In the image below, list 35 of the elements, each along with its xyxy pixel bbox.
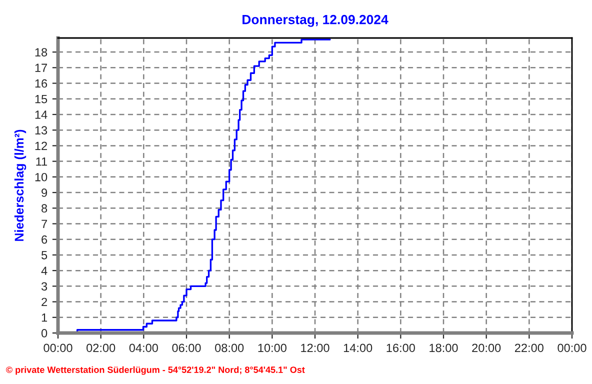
x-tick-label: 20:00: [472, 344, 501, 352]
x-tick-label: 00:00: [44, 344, 72, 352]
y-tick-label: 16: [35, 79, 48, 88]
x-tick-label: 10:00: [258, 344, 286, 352]
x-tick-label: 14:00: [344, 344, 372, 352]
y-tick-label: 4: [41, 266, 48, 275]
y-tick-label: 11: [36, 157, 48, 166]
y-tick-label: 1: [42, 314, 48, 322]
y-tick-label: 13: [35, 126, 48, 134]
y-tick-label: 8: [42, 204, 48, 213]
y-tick-label: 2: [42, 298, 47, 306]
y-tick-label: 9: [42, 188, 48, 197]
y-tick-label: 6: [42, 235, 48, 244]
y-tick-label: 17: [35, 64, 47, 72]
y-tick-label: 15: [35, 95, 48, 104]
text: © private Wetterstation Süderlügum - 54°52'19.2" Nord; 8°54'45.1" Ost: [6, 366, 305, 375]
y-tick-label: 7: [42, 220, 47, 228]
y-tick-label: 3: [41, 282, 48, 291]
x-tick-label: 02:00: [86, 344, 116, 352]
x-tick-label: 06:00: [172, 344, 201, 352]
y-tick-label: 18: [35, 48, 48, 56]
x-tick-label: 18:00: [430, 344, 458, 352]
x-tick-label: 22:00: [514, 344, 544, 352]
y-tick-label: 10: [35, 172, 48, 182]
x-tick-label: 00:00: [558, 344, 586, 352]
y-tick-label: 5: [41, 251, 48, 260]
y-tick-label: 12: [35, 142, 47, 150]
x-tick-label: 12:00: [301, 344, 330, 352]
y-tick-label: 0: [41, 329, 48, 338]
y-axis-title: Niederschlag (l/m²): [14, 130, 26, 241]
chart-title: Donnerstag, 12.09.2024: [242, 14, 388, 27]
x-tick-label: 08:00: [215, 344, 244, 352]
x-tick-label: 04:00: [129, 344, 158, 352]
x-tick-label: 16:00: [386, 344, 415, 352]
y-tick-label: 14: [35, 110, 48, 119]
